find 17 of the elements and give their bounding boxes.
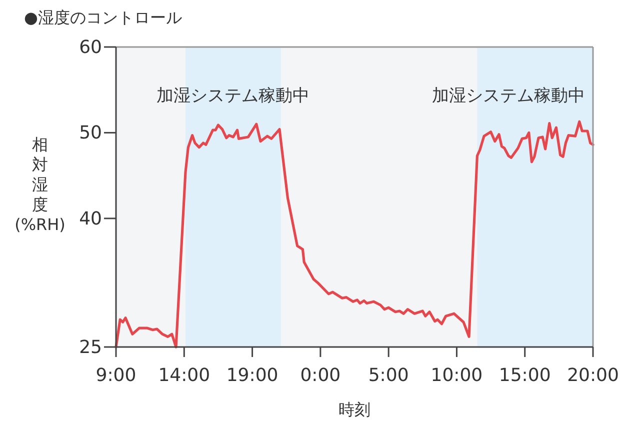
chart-title: ●湿度のコントロール <box>24 8 182 27</box>
y-tick-label: 50 <box>79 122 102 144</box>
x-tick-label: 5:00 <box>368 365 409 386</box>
y-tick-label: 40 <box>79 208 102 230</box>
y-axis-title: 相対湿度(%RH) <box>14 135 66 234</box>
x-tick-label: 15:00 <box>498 365 551 386</box>
band-label: 加湿システム稼動中 <box>156 86 310 106</box>
y-tick-label: 60 <box>79 37 102 58</box>
x-axis-title: 時刻 <box>338 400 370 419</box>
x-tick-label: 14:00 <box>158 365 210 386</box>
y-tick-label: 25 <box>79 337 102 358</box>
x-tick-label: 0:00 <box>300 365 341 386</box>
x-tick-label: 10:00 <box>430 365 483 386</box>
x-tick-label: 19:00 <box>226 365 278 386</box>
band-label: 加湿システム稼動中 <box>432 86 585 106</box>
x-tick-label: 20:00 <box>567 365 619 386</box>
x-tick-label: 9:00 <box>96 365 136 386</box>
